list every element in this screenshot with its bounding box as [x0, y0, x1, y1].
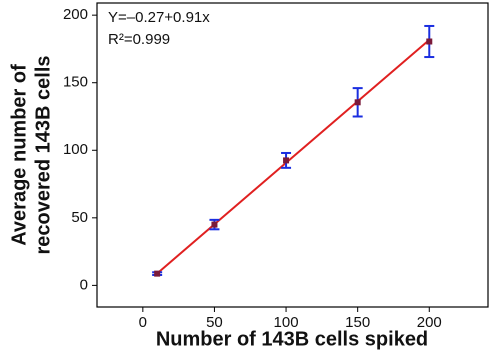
x-tick-label: 0 — [139, 314, 147, 331]
annotation: Y=–0.27+0.91x — [108, 9, 210, 26]
y-axis-label: Average number of — [8, 64, 30, 246]
point — [154, 270, 161, 277]
plot-frame — [96, 2, 489, 308]
point — [354, 99, 361, 106]
y-tick-label: 150 — [63, 74, 88, 91]
y-tick-label: 100 — [63, 141, 88, 158]
y-tick-label: 0 — [80, 276, 88, 293]
point — [283, 157, 290, 164]
fit-line — [156, 39, 430, 275]
x-tick-label: 200 — [417, 314, 442, 331]
point — [426, 38, 433, 45]
x-tick-label: 150 — [345, 314, 370, 331]
x-axis-label: Number of 143B cells spiked — [156, 328, 428, 350]
point — [211, 221, 218, 228]
x-tick-label: 100 — [274, 314, 299, 331]
y-tick-label: 200 — [63, 6, 88, 23]
y-tick-label: 50 — [71, 209, 88, 226]
x-tick-label: 50 — [206, 314, 223, 331]
y-axis-label: recovered 143B cells — [32, 55, 54, 254]
annotation: R²=0.999 — [108, 31, 170, 48]
